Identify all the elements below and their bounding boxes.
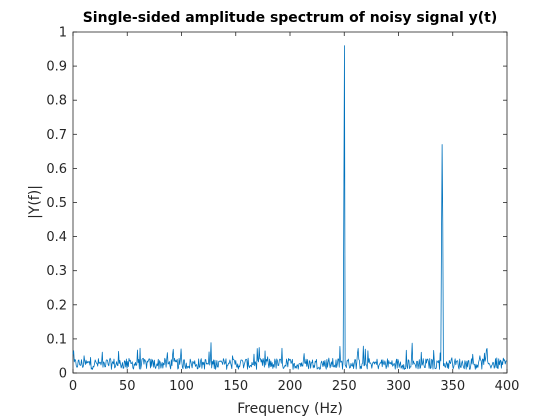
y-tick-label: 0.7: [46, 128, 67, 143]
chart-title: Single-sided amplitude spectrum of noisy…: [83, 10, 498, 26]
plot-area-frame: [72, 31, 508, 374]
x-tick-label: 300: [386, 379, 411, 394]
axes-box: [72, 31, 508, 374]
y-tick-label: 0: [59, 367, 67, 382]
y-tick-label: 0.6: [46, 162, 67, 177]
y-tick-label: 1: [59, 26, 67, 41]
spectrum-line: [72, 45, 507, 370]
x-tick-label: 50: [119, 379, 136, 394]
y-axis-label: |Y(f)|: [27, 185, 43, 219]
x-tick-label: 100: [169, 379, 194, 394]
y-tick-label: 0.9: [46, 60, 67, 75]
x-axis-label: Frequency (Hz): [237, 401, 343, 417]
axis-ticks: [72, 31, 508, 374]
y-tick-label: 0.5: [46, 196, 67, 211]
y-tick-label: 0.2: [46, 298, 67, 313]
y-tick-label: 0.8: [46, 94, 67, 109]
x-tick-label: 200: [278, 379, 303, 394]
y-tick-label: 0.4: [46, 230, 67, 245]
x-tick-label: 400: [495, 379, 520, 394]
y-tick-label: 0.3: [46, 264, 67, 279]
axis-tick-labels: 0 50 100 150 200 250 300 350 400 0 0.1 0.2 0.3 0.4 0.5…: [46, 26, 519, 395]
x-tick-label: 250: [332, 379, 357, 394]
x-tick-label: 350: [440, 379, 465, 394]
y-tick-label: 0.1: [46, 332, 67, 347]
x-tick-label: 150: [223, 379, 248, 394]
x-tick-label: 0: [69, 379, 77, 394]
